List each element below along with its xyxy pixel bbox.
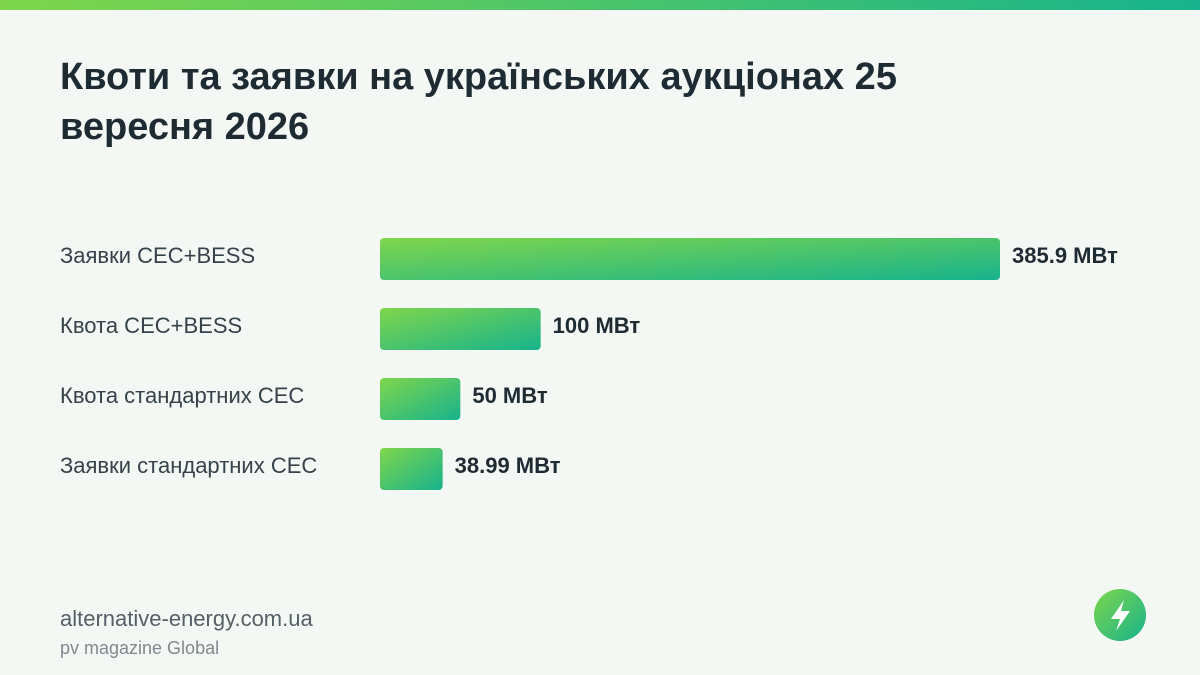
chart-title: Квоти та заявки на українських аукціонах… [60,56,897,148]
value-label: 50 МВт [472,383,548,408]
category-label: Квота стандартних СЕС [60,383,304,408]
bar [380,378,461,420]
category-label: Заявки стандартних СЕС [60,453,317,478]
top-bar [0,0,1200,10]
bar [380,308,541,350]
logo [1094,589,1146,641]
footer-site: alternative-energy.com.ua [60,606,313,631]
value-label: 385.9 МВт [1012,243,1118,268]
bar [380,238,1000,280]
category-label: Квота СЕС+BESS [60,313,242,338]
bar [380,448,443,490]
footer-source: pv magazine Global [60,638,220,658]
category-label: Заявки СЕС+BESS [60,243,255,268]
value-label: 38.99 МВт [455,453,561,478]
value-label: 100 МВт [553,313,641,338]
